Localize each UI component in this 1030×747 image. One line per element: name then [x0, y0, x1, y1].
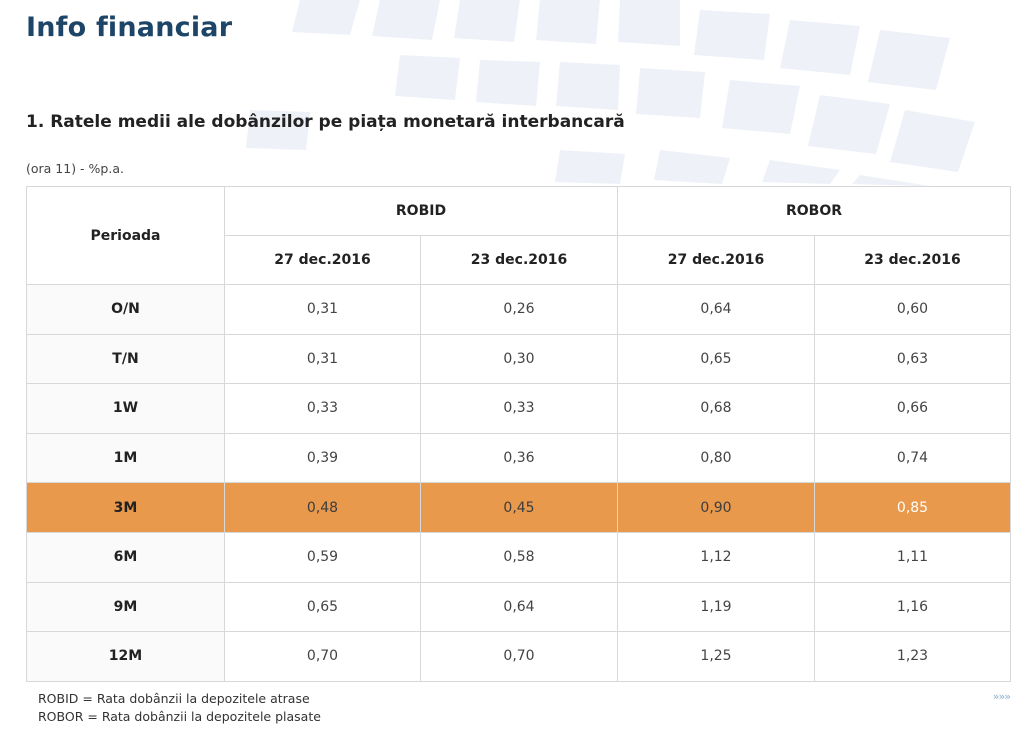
- rate-cell: 0,59: [224, 531, 421, 583]
- rate-cell: 0,26: [420, 284, 618, 335]
- rate-cell: 0,30: [420, 333, 618, 385]
- table-row-highlighted: 3M 0,48 0,45 0,90 0,85: [26, 482, 1012, 533]
- table-row: 9M 0,65 0,64 1,19 1,16: [26, 581, 1012, 633]
- legend: ROBID = Rata dobânzii la depozitele atra…: [38, 690, 321, 726]
- table-row: 12M 0,70 0,70 1,25 1,23: [26, 631, 1012, 682]
- unit-note: (ora 11) - %p.a.: [26, 161, 124, 176]
- rate-cell: 0,70: [420, 631, 618, 682]
- robor-date-1-header: 27 dec.2016: [617, 235, 815, 285]
- rate-cell: 0,58: [420, 531, 618, 583]
- rate-cell: 0,90: [617, 482, 815, 533]
- rate-cell: 0,33: [224, 383, 421, 434]
- table-row: 6M 0,59 0,58 1,12 1,11: [26, 531, 1012, 583]
- period-cell: 9M: [26, 581, 225, 633]
- robor-date-2-header: 23 dec.2016: [813, 235, 1012, 285]
- rate-cell: 0,45: [420, 482, 618, 533]
- rate-cell: 0,64: [617, 284, 815, 335]
- rate-cell: 0,48: [224, 482, 421, 533]
- robid-group-header: ROBID: [224, 186, 618, 236]
- rate-cell: 0,60: [813, 284, 1012, 335]
- table-row: O/N 0,31 0,26 0,64 0,60: [26, 284, 1012, 335]
- rate-cell: 1,12: [617, 531, 815, 583]
- rate-cell: 0,31: [224, 333, 421, 385]
- legend-robid: ROBID = Rata dobânzii la depozitele atra…: [38, 691, 310, 706]
- robor-group-header: ROBOR: [616, 186, 1012, 236]
- table-row: T/N 0,31 0,30 0,65 0,63: [26, 333, 1012, 385]
- period-header: Perioada: [26, 186, 225, 285]
- period-cell: 3M: [26, 482, 225, 533]
- table-header-row-dates: 27 dec.2016 23 dec.2016 27 dec.2016 23 d…: [27, 235, 1012, 285]
- rate-cell: 1,25: [617, 631, 815, 682]
- period-cell: 6M: [26, 531, 225, 583]
- rate-cell: 0,65: [617, 333, 815, 385]
- table-row: 1W 0,33 0,33 0,68 0,66: [26, 383, 1012, 434]
- period-cell: O/N: [26, 284, 225, 335]
- rate-cell: 0,74: [813, 432, 1012, 484]
- rate-cell: 0,39: [224, 432, 421, 484]
- rate-cell: 0,70: [224, 631, 421, 682]
- table-row: 1M 0,39 0,36 0,80 0,74: [26, 432, 1012, 484]
- robid-date-1-header: 27 dec.2016: [224, 235, 421, 285]
- rate-cell: 0,85: [813, 482, 1012, 533]
- rate-cell: 0,64: [420, 581, 618, 633]
- period-cell: 12M: [26, 631, 225, 682]
- period-cell: T/N: [26, 333, 225, 385]
- rate-cell: 1,23: [813, 631, 1012, 682]
- rate-cell: 0,31: [224, 284, 421, 335]
- rate-cell: 0,65: [224, 581, 421, 633]
- interest-rates-table: Perioada ROBID ROBOR 27 dec.2016 23 dec.…: [26, 186, 1012, 682]
- period-cell: 1W: [26, 383, 225, 434]
- rate-cell: 0,80: [617, 432, 815, 484]
- legend-robor: ROBOR = Rata dobânzii la depozitele plas…: [38, 709, 321, 724]
- rate-cell: 0,66: [813, 383, 1012, 434]
- rate-cell: 0,63: [813, 333, 1012, 385]
- rate-cell: 0,68: [617, 383, 815, 434]
- more-link[interactable]: »»»: [992, 690, 1011, 703]
- section-title: 1. Ratele medii ale dobânzilor pe piața …: [26, 112, 625, 132]
- rate-cell: 1,16: [813, 581, 1012, 633]
- rate-cell: 1,11: [813, 531, 1012, 583]
- table-header-row-groups: Perioada ROBID ROBOR: [26, 186, 1012, 285]
- page-title: Info financiar: [26, 12, 233, 43]
- period-cell: 1M: [26, 432, 225, 484]
- rate-cell: 1,19: [617, 581, 815, 633]
- rate-cell: 0,36: [420, 432, 618, 484]
- rate-cell: 0,33: [420, 383, 618, 434]
- robid-date-2-header: 23 dec.2016: [420, 235, 618, 285]
